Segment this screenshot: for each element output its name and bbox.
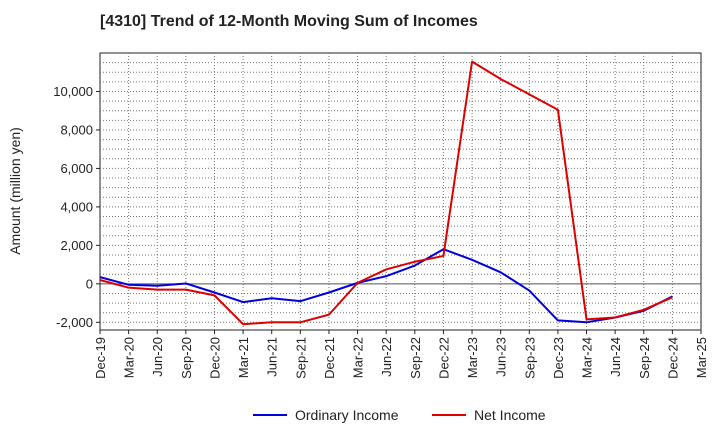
x-tick-label: Sep-23: [522, 337, 537, 379]
legend: Ordinary Income Net Income: [253, 407, 546, 423]
x-tick-label: Dec-20: [207, 337, 222, 379]
x-tick-label: Sep-22: [408, 337, 423, 379]
series-line-net-income: [99, 60, 673, 326]
x-tick-label: Dec-22: [436, 337, 451, 379]
x-tick-label: Jun-21: [265, 337, 280, 377]
y-axis-title: Amount (million yen): [7, 127, 23, 255]
y-tick-label: 4,000: [60, 199, 93, 214]
x-tick-label: Mar-25: [694, 337, 709, 378]
legend-label: Net Income: [474, 407, 546, 423]
chart-title: [4310] Trend of 12-Month Moving Sum of I…: [100, 13, 478, 30]
x-axis-ticks: Dec-19 Mar-20 Jun-20 Sep-20 Dec-20 Mar-21 Jun-…: [93, 330, 709, 379]
x-tick-label: Mar-20: [122, 337, 137, 378]
plot-area: [99, 52, 702, 331]
x-tick-label: Dec-19: [93, 337, 108, 379]
x-tick-label: Mar-22: [351, 337, 366, 378]
x-tick-label: Sep-20: [179, 337, 194, 379]
y-tick-label: 0: [86, 276, 93, 291]
series-lines: [99, 60, 673, 326]
x-tick-label: Sep-21: [293, 337, 308, 379]
series-line-ordinary-income: [99, 248, 673, 324]
x-tick-label: Mar-21: [236, 337, 251, 378]
x-tick-label: Dec-23: [551, 337, 566, 379]
y-axis-ticks: -2,000 0 2,000 4,000 6,000 8,000 10,000: [53, 84, 100, 330]
x-tick-label: Mar-23: [465, 337, 480, 378]
x-tick-label: Sep-24: [637, 337, 652, 379]
x-tick-label: Jun-20: [150, 337, 165, 377]
x-tick-label: Mar-24: [580, 337, 595, 378]
y-tick-label: 8,000: [60, 122, 93, 137]
y-tick-label: 2,000: [60, 238, 93, 253]
x-tick-label: Jun-23: [494, 337, 509, 377]
x-tick-label: Jun-24: [608, 337, 623, 377]
x-tick-label: Jun-22: [379, 337, 394, 377]
legend-label: Ordinary Income: [295, 407, 399, 423]
y-tick-label: -2,000: [56, 315, 93, 330]
x-tick-label: Dec-24: [665, 337, 680, 379]
y-tick-label: 6,000: [60, 161, 93, 176]
y-tick-label: 10,000: [53, 84, 93, 99]
x-tick-label: Dec-21: [322, 337, 337, 379]
